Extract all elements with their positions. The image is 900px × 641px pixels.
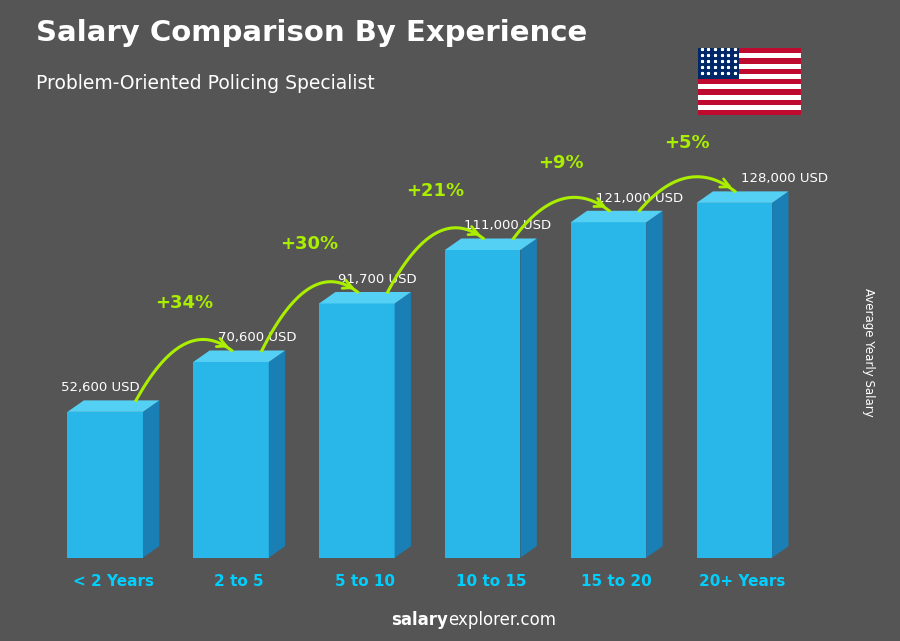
Text: +34%: +34% (155, 294, 213, 312)
Bar (698, 63, 801, 69)
Polygon shape (571, 211, 662, 222)
Bar (68, 412, 143, 558)
Text: 20+ Years: 20+ Years (699, 574, 786, 589)
Text: 128,000 USD: 128,000 USD (741, 172, 828, 185)
Bar (698, 105, 801, 110)
Text: 70,600 USD: 70,600 USD (219, 331, 297, 344)
Bar (698, 85, 801, 90)
Text: +5%: +5% (664, 135, 710, 153)
Polygon shape (194, 351, 285, 362)
Polygon shape (269, 351, 285, 558)
Polygon shape (320, 292, 411, 303)
Bar (445, 250, 520, 558)
Bar (698, 74, 801, 79)
Text: 2 to 5: 2 to 5 (214, 574, 264, 589)
Text: 111,000 USD: 111,000 USD (464, 219, 551, 232)
Bar (697, 203, 772, 558)
Polygon shape (445, 238, 536, 250)
Polygon shape (646, 211, 662, 558)
Bar (194, 362, 269, 558)
Text: salary: salary (392, 612, 448, 629)
Text: +30%: +30% (281, 235, 338, 253)
Bar (698, 90, 801, 95)
Bar (698, 48, 739, 79)
Bar (698, 58, 801, 63)
Text: < 2 Years: < 2 Years (73, 574, 154, 589)
Bar (320, 303, 394, 558)
Bar (698, 48, 801, 53)
Text: Salary Comparison By Experience: Salary Comparison By Experience (36, 19, 587, 47)
Text: 5 to 10: 5 to 10 (335, 574, 395, 589)
Text: 15 to 20: 15 to 20 (581, 574, 652, 589)
Bar (571, 222, 646, 558)
Text: 121,000 USD: 121,000 USD (596, 192, 683, 204)
Bar (698, 53, 801, 58)
Polygon shape (697, 192, 788, 203)
Text: +21%: +21% (407, 181, 464, 199)
Text: 10 to 15: 10 to 15 (455, 574, 526, 589)
Text: Problem-Oriented Policing Specialist: Problem-Oriented Policing Specialist (36, 74, 374, 93)
Text: 52,600 USD: 52,600 USD (61, 381, 140, 394)
Bar (698, 100, 801, 105)
Bar (698, 79, 801, 85)
Text: explorer.com: explorer.com (448, 612, 556, 629)
Text: +9%: +9% (538, 154, 584, 172)
Text: 91,700 USD: 91,700 USD (338, 273, 417, 286)
Bar (698, 95, 801, 100)
Polygon shape (394, 292, 411, 558)
Polygon shape (772, 192, 788, 558)
Polygon shape (520, 238, 536, 558)
Text: Average Yearly Salary: Average Yearly Salary (862, 288, 875, 417)
Polygon shape (68, 401, 159, 412)
Bar (698, 69, 801, 74)
Polygon shape (143, 401, 159, 558)
Bar (698, 110, 801, 115)
